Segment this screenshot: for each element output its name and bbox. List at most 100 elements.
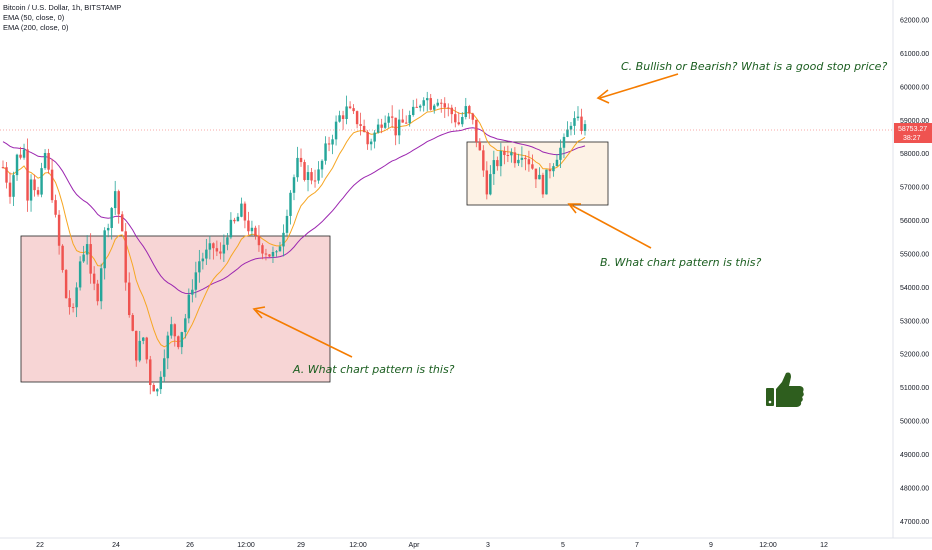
pattern-box-b[interactable] — [466, 141, 609, 206]
candle-body — [75, 287, 78, 308]
ema-50-label[interactable]: EMA (50, close, 0) — [3, 13, 65, 22]
x-tick-label: 5 — [561, 542, 565, 549]
candle-body — [187, 294, 191, 319]
candle-body — [131, 315, 134, 331]
candle-body — [78, 261, 82, 288]
candle-body — [327, 143, 331, 145]
candle-body — [54, 200, 57, 215]
candle-body — [510, 152, 513, 156]
candle-body — [215, 248, 219, 252]
candle-body — [527, 159, 531, 165]
candle-body — [222, 244, 226, 254]
candle-body — [418, 105, 422, 108]
time-axis[interactable]: 22 24 26 12:00 29 12:00 Apr 3 5 7 9 12:00 12 — [36, 542, 828, 549]
candle-body — [464, 106, 468, 118]
candle-body — [124, 231, 127, 283]
candle-body — [387, 116, 390, 123]
candle-body — [355, 111, 359, 125]
thumbs-up-icon[interactable] — [766, 372, 804, 408]
candle-body — [264, 253, 268, 255]
candle-body — [408, 114, 411, 124]
candle-body — [50, 169, 54, 201]
candle-body — [331, 139, 334, 145]
candle-body — [513, 152, 517, 164]
candle-body — [229, 219, 233, 238]
candle-body — [166, 335, 170, 359]
candle-body — [559, 147, 562, 160]
candle-body — [555, 159, 559, 167]
candle-body — [320, 160, 324, 170]
candle-body — [120, 214, 124, 232]
candle-body — [106, 227, 110, 231]
y-tick-label: 58000.00 — [900, 151, 929, 158]
candle-body — [184, 318, 187, 333]
x-tick-label: 12 — [820, 542, 828, 549]
ema-50-line — [2, 107, 586, 348]
candle-body — [261, 245, 264, 254]
candle-body — [173, 324, 177, 337]
candle-body — [163, 358, 166, 377]
candle-body — [492, 160, 496, 175]
candle-body — [310, 172, 313, 181]
candle-body — [359, 124, 362, 126]
candle-body — [485, 170, 489, 195]
y-tick-label: 57000.00 — [900, 185, 929, 192]
candle-body — [457, 122, 461, 125]
candle-body — [247, 220, 250, 232]
candle-body — [110, 208, 113, 228]
candle-body — [296, 157, 299, 178]
candle-body — [475, 119, 478, 142]
ema-200-path — [2, 127, 586, 295]
annotation-a[interactable]: A. What chart pattern is this? — [292, 363, 455, 376]
x-tick-label: Apr — [409, 542, 421, 549]
candle-body — [573, 118, 576, 126]
candle-body — [440, 102, 443, 104]
candle-body — [127, 282, 131, 316]
candle-body — [68, 298, 71, 308]
candle-body — [152, 384, 155, 392]
candle-body — [19, 154, 22, 158]
candle-body — [142, 337, 145, 341]
arrow-b[interactable] — [567, 203, 652, 249]
symbol-title[interactable]: Bitcoin / U.S. Dollar, 1h, BITSTAMP — [3, 3, 122, 12]
candle-body — [517, 159, 520, 164]
candle-body — [576, 116, 580, 119]
candle-body — [562, 136, 566, 148]
y-tick-label: 47000.00 — [900, 519, 929, 526]
candle-body — [243, 203, 247, 221]
candle-body — [149, 359, 152, 385]
ema-200-label[interactable]: EMA (200, close, 0) — [3, 23, 69, 32]
annotation-c[interactable]: C. Bullish or Bearish? What is a good st… — [621, 60, 887, 73]
candle-body — [47, 153, 50, 170]
annotation-b[interactable]: B. What chart pattern is this? — [600, 256, 761, 269]
y-tick-label: 49000.00 — [900, 452, 929, 459]
candle-body — [205, 249, 208, 259]
candle-body — [292, 177, 296, 193]
ema-200-line — [2, 127, 586, 295]
candle-body — [113, 191, 117, 209]
candle-body — [1, 167, 5, 169]
candle-body — [96, 283, 99, 302]
candle-body — [531, 164, 534, 169]
x-tick-label: 12:00 — [237, 542, 255, 549]
candle-body — [443, 103, 446, 108]
x-tick-label: 24 — [112, 542, 120, 549]
x-tick-label: 22 — [36, 542, 44, 549]
candle-body — [313, 180, 317, 182]
last-price-tag — [894, 123, 932, 143]
arrow-a[interactable] — [252, 306, 353, 358]
x-tick-label: 9 — [709, 542, 713, 549]
price-axis[interactable]: 47000.00 48000.00 49000.00 50000.00 51000.00… — [900, 18, 929, 526]
candle-body — [117, 191, 120, 215]
pattern-box-a[interactable] — [20, 235, 331, 383]
candle-body — [566, 129, 569, 137]
candle-body — [285, 215, 289, 233]
candle-body — [468, 106, 471, 114]
candle-body — [352, 108, 355, 112]
candle-body — [373, 132, 376, 142]
candle-body — [180, 332, 184, 348]
candle-body — [64, 270, 68, 299]
arrow-c[interactable] — [596, 73, 679, 104]
candle-body — [233, 219, 236, 222]
